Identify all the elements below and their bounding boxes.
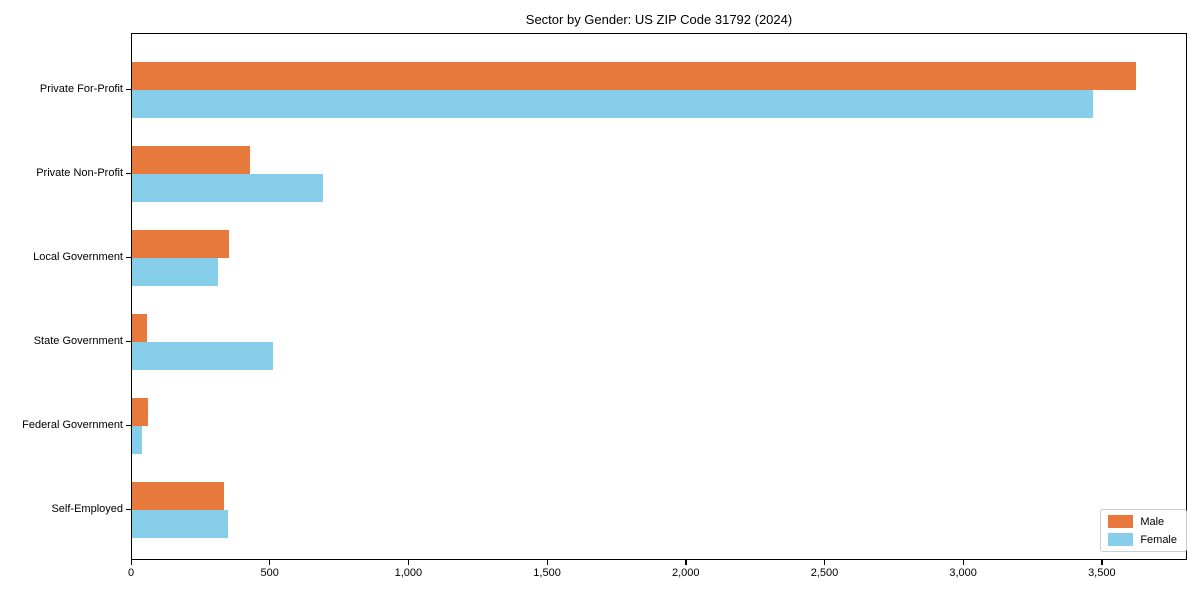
y-tick-mark [126,172,131,174]
legend-item-female: Female [1108,533,1177,546]
plot-area [131,33,1187,560]
legend: Male Female [1100,509,1187,552]
bar-male-5 [132,482,224,510]
bar-female-0 [132,90,1094,118]
female-series-swatch [1108,533,1134,546]
x-tick-mark [130,560,132,565]
bar-female-4 [132,426,142,454]
y-tick-label: Local Government [33,251,123,263]
bar-male-4 [132,398,148,426]
x-tick-label: 500 [260,567,279,579]
bar-male-3 [132,314,147,342]
x-tick-mark [962,560,964,565]
bar-female-3 [132,342,274,370]
legend-item-male: Male [1108,515,1177,528]
y-tick-mark [126,340,131,342]
bar-female-1 [132,174,324,202]
x-tick-label: 1,500 [533,567,561,579]
y-tick-label: Private For-Profit [39,83,123,95]
x-tick-mark [685,560,687,565]
bar-male-1 [132,146,250,174]
y-tick-mark [126,88,131,90]
legend-label-male: Male [1140,515,1165,528]
legend-label-female: Female [1140,533,1177,546]
x-tick-mark [407,560,410,565]
x-tick-mark [269,560,271,565]
x-tick-mark [823,560,826,565]
x-tick-label: 2,500 [810,567,839,579]
y-tick-label: Self-Employed [51,503,123,515]
y-tick-mark [126,424,131,426]
x-tick-label: 0 [127,567,135,579]
bar-female-2 [132,258,218,286]
bar-female-5 [132,510,228,538]
x-tick-label: 1,000 [394,567,423,579]
y-tick-label: State Government [33,335,123,347]
x-tick-mark [1101,560,1103,565]
y-tick-mark [126,508,131,510]
x-tick-label: 2,000 [672,567,700,579]
y-tick-mark [126,256,131,258]
x-tick-mark [546,560,548,565]
chart-title: Sector by Gender: US ZIP Code 31792 (202… [525,12,793,27]
male-series-swatch [1108,515,1134,528]
bar-male-2 [132,230,230,258]
y-tick-label: Private Non-Profit [36,167,123,179]
bar-male-0 [132,62,1137,90]
y-tick-label: Federal Government [22,419,123,431]
x-tick-label: 3,000 [949,567,977,579]
x-tick-label: 3,500 [1088,567,1116,579]
